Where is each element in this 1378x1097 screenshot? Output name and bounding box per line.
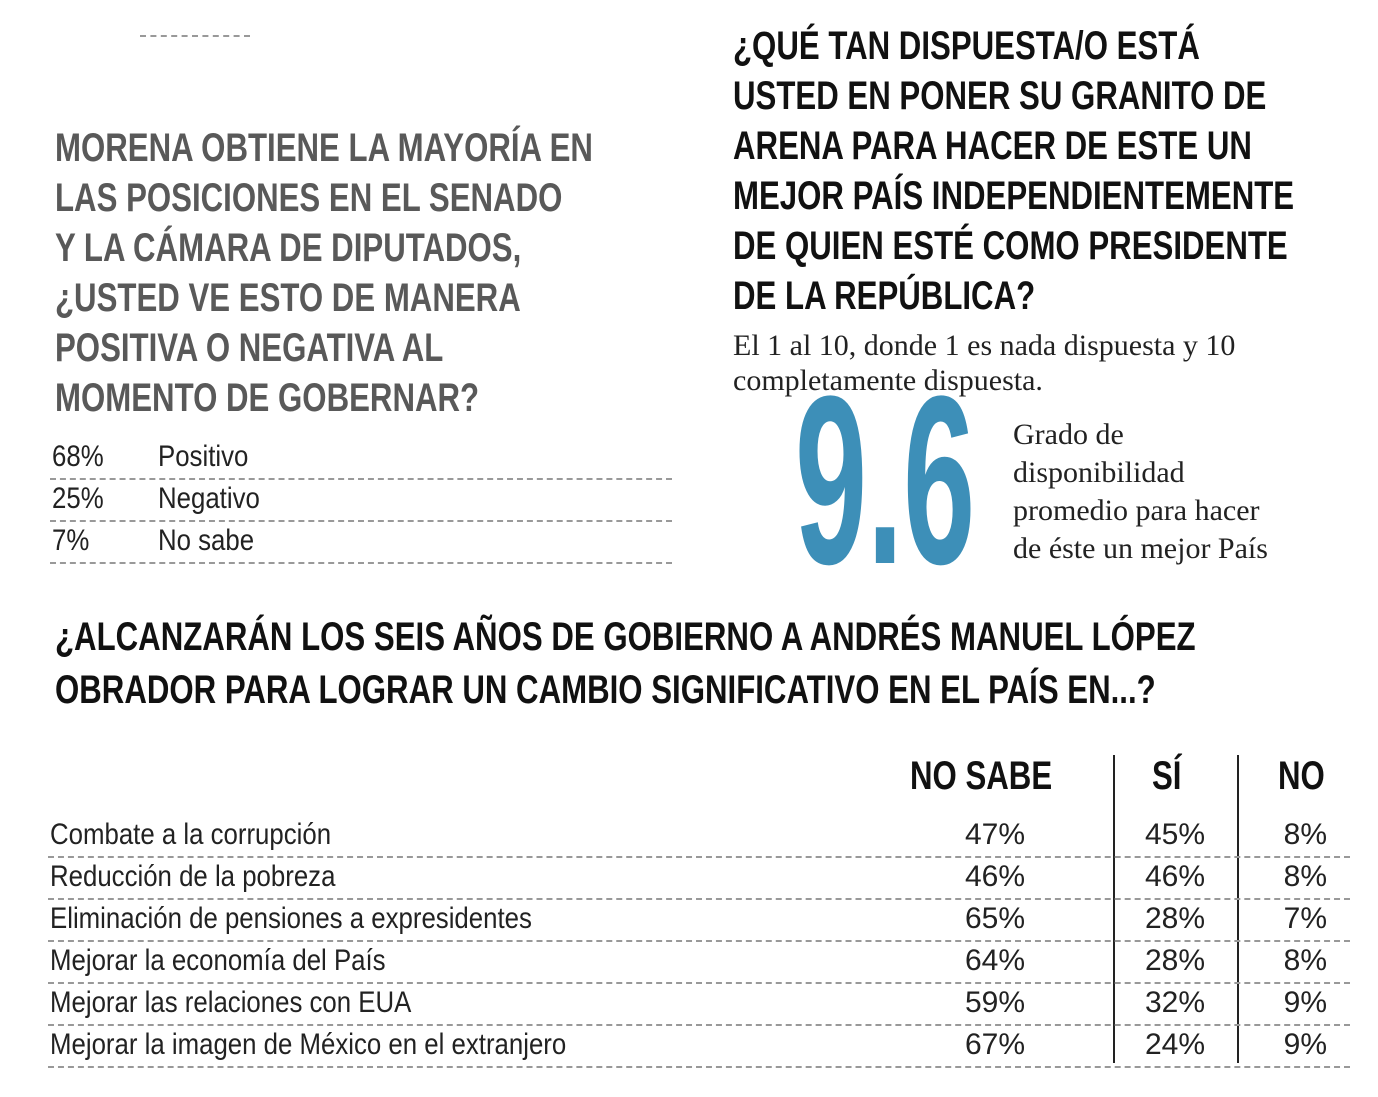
left-title: MORENA OBTIENE LA MAYORÍA EN: [55, 126, 593, 170]
subtitle: El 1 al 10, donde 1 es nada dispuesta y …: [733, 329, 1236, 362]
left-title: MOMENTO DE GOBERNAR?: [55, 376, 480, 420]
cell-value: 65%: [964, 902, 1025, 935]
row-divider: [50, 478, 672, 480]
row-label: Mejorar las relaciones con EUA: [50, 986, 412, 1019]
row-label: Mejorar la economía del País: [50, 944, 386, 977]
cell-value: 28%: [1144, 902, 1205, 935]
left-label: Negativo: [158, 482, 260, 515]
bottom-title: OBRADOR PARA LOGRAR UN CAMBIO SIGNIFICAT…: [55, 668, 1156, 712]
row-divider: [48, 1024, 1350, 1026]
row-divider: [48, 898, 1350, 900]
big-value: 9.6: [795, 346, 976, 614]
caption: Grado de: [1013, 418, 1124, 451]
right-title: USTED EN PONER SU GRANITO DE: [733, 74, 1267, 118]
column-divider: [1113, 755, 1115, 1063]
row-divider: [48, 982, 1350, 984]
cell-value: 9%: [1283, 986, 1327, 1019]
row-label: Reducción de la pobreza: [50, 860, 336, 893]
bottom-title: ¿ALCANZARÁN LOS SEIS AÑOS DE GOBIERNO A …: [55, 615, 1196, 659]
cell-value: 59%: [964, 986, 1025, 1019]
left-percent: 7%: [52, 524, 90, 557]
column-divider: [1237, 755, 1239, 1063]
left-title: POSITIVA O NEGATIVA AL: [55, 326, 444, 370]
right-title: ¿QUÉ TAN DISPUESTA/O ESTÁ: [733, 24, 1200, 68]
row-label: Eliminación de pensiones a expresidentes: [50, 902, 532, 935]
right-title: ARENA PARA HACER DE ESTE UN: [733, 124, 1252, 168]
cell-value: 28%: [1144, 944, 1205, 977]
cell-value: 9%: [1283, 1028, 1327, 1061]
row-divider: [50, 562, 672, 564]
cell-value: 67%: [964, 1028, 1025, 1061]
cell-value: 8%: [1283, 944, 1327, 977]
cell-value: 46%: [1144, 860, 1205, 893]
cell-value: 47%: [964, 818, 1025, 851]
row-label: Mejorar la imagen de México en el extran…: [50, 1028, 567, 1061]
column-header: SÍ: [1152, 754, 1182, 798]
left-title: Y LA CÁMARA DE DIPUTADOS,: [55, 226, 522, 270]
row-label: Combate a la corrupción: [50, 818, 332, 851]
right-title: DE LA REPÚBLICA?: [733, 274, 1036, 318]
divider: [140, 35, 250, 37]
cell-value: 8%: [1283, 860, 1327, 893]
left-title: ¿USTED VE ESTO DE MANERA: [55, 276, 521, 320]
left-percent: 25%: [52, 482, 104, 515]
left-label: No sabe: [158, 524, 255, 557]
cell-value: 46%: [964, 860, 1025, 893]
cell-value: 7%: [1283, 902, 1327, 935]
row-divider: [48, 1066, 1350, 1068]
subtitle: completamente dispuesta.: [733, 364, 1043, 397]
caption: de éste un mejor País: [1013, 532, 1268, 565]
cell-value: 45%: [1144, 818, 1205, 851]
row-divider: [50, 520, 672, 522]
right-title: MEJOR PAÍS INDEPENDIENTEMENTE: [733, 174, 1295, 218]
column-header: NO SABE: [910, 754, 1053, 798]
cell-value: 64%: [964, 944, 1025, 977]
caption: disponibilidad: [1013, 456, 1185, 489]
cell-value: 24%: [1144, 1028, 1205, 1061]
left-label: Positivo: [158, 440, 249, 473]
caption: promedio para hacer: [1013, 494, 1260, 527]
column-header: NO: [1278, 754, 1325, 798]
left-title: LAS POSICIONES EN EL SENADO: [55, 176, 563, 220]
left-percent: 68%: [52, 440, 104, 473]
cell-value: 8%: [1283, 818, 1327, 851]
row-divider: [48, 940, 1350, 942]
row-divider: [48, 856, 1350, 858]
cell-value: 32%: [1144, 986, 1205, 1019]
right-title: DE QUIEN ESTÉ COMO PRESIDENTE: [733, 224, 1288, 268]
